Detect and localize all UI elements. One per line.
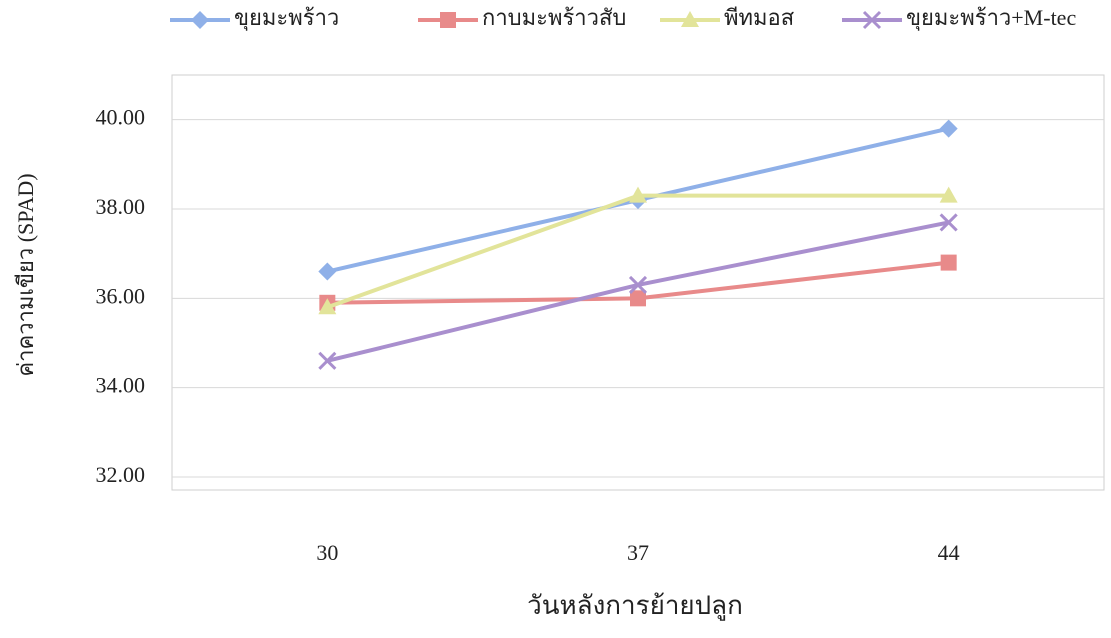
legend-label: ขุยมะพร้าว+M-tec bbox=[906, 5, 1076, 31]
legend-label: พีทมอส bbox=[724, 5, 795, 30]
y-tick-label: 40.00 bbox=[96, 105, 146, 130]
marker bbox=[318, 298, 337, 315]
marker bbox=[191, 11, 209, 29]
marker bbox=[939, 119, 958, 138]
x-tick-label: 44 bbox=[938, 540, 960, 565]
marker bbox=[629, 186, 647, 203]
marker bbox=[939, 186, 958, 203]
y-axis-label: ค่าความเขียว (SPAD) bbox=[13, 173, 38, 376]
marker bbox=[939, 213, 958, 232]
x-tick-label: 30 bbox=[316, 540, 338, 565]
marker bbox=[628, 275, 648, 294]
marker bbox=[318, 351, 337, 370]
legend-label: กาบมะพร้าวสับ bbox=[482, 5, 626, 30]
marker bbox=[630, 290, 646, 307]
marker bbox=[440, 12, 456, 28]
y-tick-label: 32.00 bbox=[96, 462, 146, 487]
marker bbox=[681, 11, 699, 27]
plot-area bbox=[171, 74, 1105, 491]
x-tick-label: 37 bbox=[627, 540, 649, 565]
marker bbox=[318, 262, 337, 281]
legend-label: ขุยมะพร้าว bbox=[234, 5, 339, 31]
marker bbox=[940, 254, 957, 271]
y-tick-label: 34.00 bbox=[96, 373, 146, 398]
y-tick-label: 36.00 bbox=[96, 283, 146, 308]
x-axis-label: วันหลังการย้ายปลูก bbox=[527, 591, 743, 621]
marker bbox=[862, 10, 882, 30]
y-tick-label: 38.00 bbox=[96, 194, 146, 219]
